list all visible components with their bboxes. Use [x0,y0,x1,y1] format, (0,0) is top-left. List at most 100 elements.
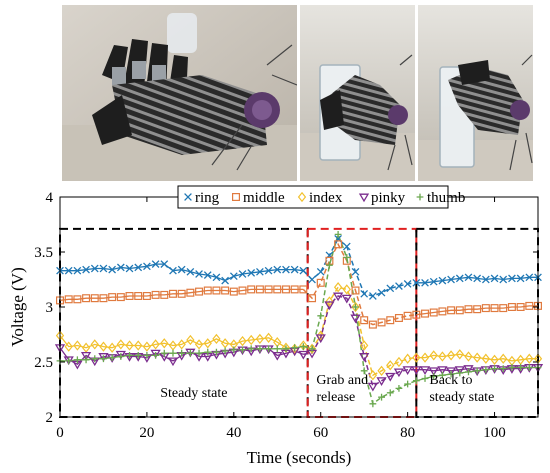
marker-thumb [247,345,255,353]
marker-thumb [482,366,490,374]
marker-thumb [517,364,525,371]
photo-glove-open-hand [62,5,297,181]
series-markers-layer [54,231,544,408]
marker-thumb [100,355,107,363]
marker-middle [351,286,360,295]
marker-index [429,350,438,361]
marker-ring [99,264,108,273]
marker-middle [281,285,290,294]
marker-index [238,335,247,347]
marker-pinky [419,366,431,375]
legend: ring middle index pinky thumb [177,185,465,209]
marker-thumb [352,303,359,311]
marker-middle [212,286,221,295]
marker-middle [386,316,395,325]
marker-index [438,351,447,362]
legend-label: thumb [427,190,465,206]
marker-pinky [150,349,161,359]
legend-marker-pinky [358,193,370,203]
marker-index [73,340,82,351]
marker-index [525,353,534,364]
marker-thumb [308,345,316,353]
marker-pinky [324,301,335,311]
marker-middle [125,291,134,300]
marker-ring [264,266,273,275]
marker-index [360,340,369,351]
marker-thumb [273,345,281,353]
marker-middle [481,304,490,313]
marker-thumb [221,347,229,355]
marker-middle [525,301,534,310]
marker-thumb [73,356,81,364]
marker-middle [516,302,525,311]
marker-middle [499,304,508,313]
legend-marker-thumb [416,193,424,201]
marker-pinky [350,314,361,324]
y-tick-label: 2.5 [34,355,53,371]
marker-middle [116,293,125,302]
marker-pinky [367,382,379,392]
marker-middle [195,287,204,296]
marker-index [490,354,499,365]
marker-middle [394,314,403,323]
marker-middle [160,290,169,299]
marker-thumb [525,364,533,371]
marker-middle [421,309,430,318]
x-tick-label: 40 [226,425,241,441]
marker-thumb [213,348,220,356]
marker-ring [360,289,369,298]
marker-middle [490,304,499,313]
marker-pinky [393,368,405,378]
marker-index [203,338,212,349]
marker-middle [334,240,343,249]
marker-index [499,353,508,364]
y-tick-label: 4 [46,190,54,206]
marker-ring [412,278,421,287]
marker-middle [134,291,143,300]
marker-index [377,365,386,376]
marker-index [116,339,126,350]
marker-middle [221,286,230,295]
ticks-layer: 0 20 40 60 80 100 2 2.5 3 3.5 4 [34,190,538,441]
marker-middle [90,294,99,303]
marker-index [472,352,482,363]
marker-middle [255,285,264,294]
marker-index [134,340,143,351]
marker-pinky [445,367,457,377]
marker-ring [195,270,203,278]
region-box-2 [415,227,539,419]
marker-middle [377,318,386,327]
marker-ring [516,274,525,283]
marker-ring [116,263,125,272]
marker-thumb [499,365,507,372]
legend-item-index: index [297,190,343,206]
series-line-dashed-thumb [303,232,417,406]
marker-pinky [402,366,413,375]
legend-label: middle [243,190,285,206]
y-axis-label: Voltage (V) [8,267,27,346]
marker-middle [177,289,186,298]
marker-thumb [508,364,516,371]
marker-middle [247,285,256,294]
marker-index [212,333,221,345]
marker-ring [134,263,143,272]
region-label: Steady state [160,386,227,401]
marker-ring [160,260,169,268]
marker-index [351,301,360,313]
photo-strip [0,0,550,185]
marker-thumb [386,389,394,397]
marker-pinky [98,353,109,362]
marker-ring [143,262,151,271]
marker-index [420,352,430,363]
marker-thumb [404,380,412,388]
marker-ring [108,265,117,274]
marker-ring [229,272,238,281]
marker-ring [282,265,290,274]
region-labels-layer: Steady state Grab and release Back to steady… [160,373,494,405]
marker-index [255,333,265,345]
x-tick-label: 60 [313,425,328,441]
marker-index [446,350,456,361]
marker-ring [481,275,490,284]
marker-middle [507,302,516,311]
marker-ring [238,270,247,278]
